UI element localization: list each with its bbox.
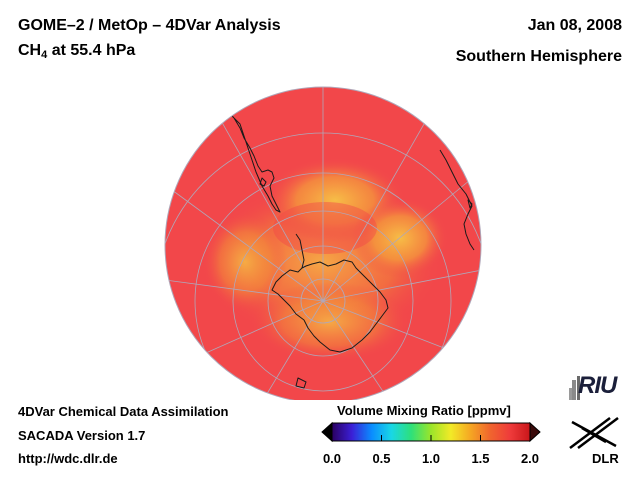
colorbar-tick-label: 0.0 xyxy=(322,451,342,466)
colorbar xyxy=(321,421,541,443)
colorbar-left-arrow xyxy=(321,421,333,443)
colorbar-label: Volume Mixing Ratio [ppmv] xyxy=(337,403,511,418)
meridian-line xyxy=(214,109,324,302)
graticule xyxy=(165,87,481,400)
species-level-label: CH4 at 55.4 hPa xyxy=(18,42,135,61)
coastline-africa xyxy=(439,149,475,251)
meridian-line xyxy=(322,109,433,302)
pressure-level: at 55.4 hPa xyxy=(51,42,136,59)
meridian-line xyxy=(189,300,324,361)
colorbar-tick-label: 1.5 xyxy=(471,451,490,466)
colorbar-tick-marks xyxy=(331,435,531,441)
meridian-line xyxy=(322,179,471,302)
coastline-antarctic-peninsula xyxy=(295,233,305,269)
meridian-line xyxy=(261,300,324,400)
coastline-antarctica xyxy=(271,259,389,353)
field-patch-west xyxy=(203,212,287,312)
species-name: CH xyxy=(18,42,42,59)
dlr-logo-text: DLR xyxy=(592,451,619,466)
field-patch-ring xyxy=(273,202,377,254)
coastline-island xyxy=(467,199,473,209)
coastline-south-america xyxy=(213,97,281,213)
coastline-island xyxy=(259,177,267,187)
colorbar-tick-label: 0.5 xyxy=(372,451,391,466)
south-pole-marker xyxy=(321,299,325,303)
dlr-logo-icon xyxy=(569,417,619,449)
hemisphere-label: Southern Hemisphere xyxy=(455,48,622,65)
colorbar-right-arrow xyxy=(529,421,541,443)
footer-url[interactable]: http://wdc.dlr.de xyxy=(18,451,118,466)
coastline-island xyxy=(295,377,307,389)
species-subscript: 4 xyxy=(41,49,48,61)
map-title: GOME–2 / MetOp – 4DVar Analysis xyxy=(18,17,281,34)
meridian-line xyxy=(171,189,324,302)
coastlines xyxy=(213,97,475,389)
analysis-date: Jan 08, 2008 xyxy=(527,17,622,34)
footer-version: SACADA Version 1.7 xyxy=(18,428,146,443)
colorbar-tick-label: 1.0 xyxy=(421,451,441,466)
riu-logo-text: RIU xyxy=(578,372,617,399)
globe-map xyxy=(164,86,482,400)
meridian-line xyxy=(165,279,324,302)
colorbar-tick-label: 2.0 xyxy=(520,451,540,466)
meridian-line xyxy=(322,269,481,302)
meridian-line xyxy=(322,300,463,356)
riu-logo-mark xyxy=(569,376,580,400)
meridian-line xyxy=(322,300,391,400)
footer-system-name: 4DVar Chemical Data Assimilation xyxy=(18,404,229,419)
globe-outline xyxy=(164,86,482,400)
